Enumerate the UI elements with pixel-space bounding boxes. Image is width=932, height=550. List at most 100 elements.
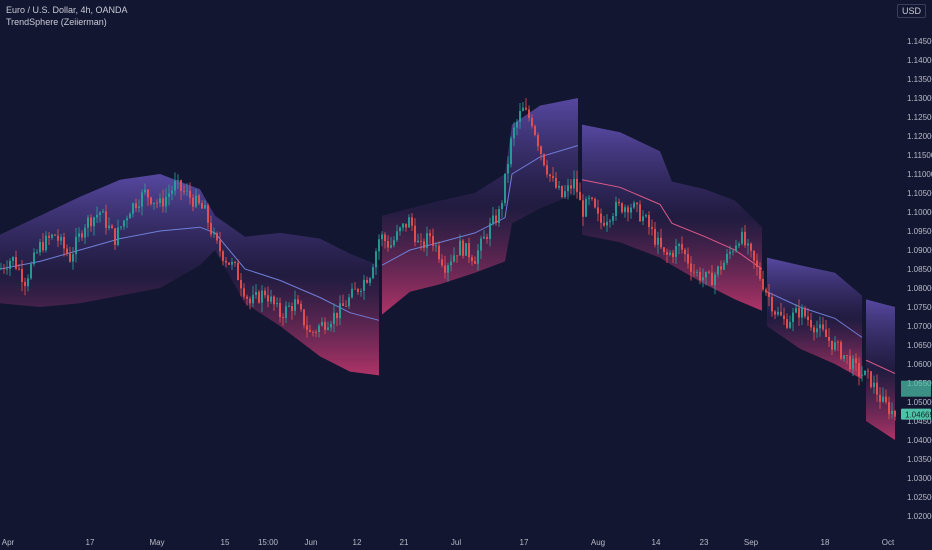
candle-body xyxy=(462,240,464,256)
candle-body xyxy=(39,242,41,253)
candle-body xyxy=(642,216,644,222)
candle-body xyxy=(279,303,281,318)
candle-body xyxy=(618,201,620,204)
candle-body xyxy=(633,202,635,208)
candle-body xyxy=(183,190,185,192)
candle-body xyxy=(480,238,482,251)
candle-body xyxy=(249,298,251,304)
candle-body xyxy=(390,245,392,248)
candle-body xyxy=(441,259,443,266)
candle-body xyxy=(129,213,131,219)
candle-body xyxy=(42,242,44,251)
y-tick-label: 1.07500 xyxy=(907,303,932,312)
currency-badge[interactable]: USD xyxy=(896,4,926,18)
candle-body xyxy=(45,235,47,251)
candle-body xyxy=(54,234,56,236)
countdown-badge xyxy=(901,380,931,397)
candle-body xyxy=(741,231,743,244)
y-tick-label: 1.12000 xyxy=(907,132,932,141)
candle-body xyxy=(672,252,674,257)
candle-body xyxy=(87,217,89,228)
candle-body xyxy=(213,233,215,235)
candle-body xyxy=(459,240,461,256)
x-tick-label: 18 xyxy=(821,538,830,547)
candle-body xyxy=(546,165,548,175)
candle-body xyxy=(486,236,488,239)
candle-body xyxy=(81,233,83,238)
candle-body xyxy=(654,228,656,245)
x-tick-label: 21 xyxy=(400,538,409,547)
candle-body xyxy=(186,190,188,192)
candle-body xyxy=(798,308,800,318)
candle-body xyxy=(867,370,869,372)
candle-body xyxy=(894,410,896,417)
candle-body xyxy=(372,267,374,279)
candle-body xyxy=(669,252,671,255)
candle-body xyxy=(66,248,68,254)
x-tick-label: Jun xyxy=(305,538,318,547)
candle-body xyxy=(210,222,212,235)
x-tick-label: May xyxy=(149,538,164,547)
candle-body xyxy=(6,268,8,270)
candle-body xyxy=(465,243,467,256)
x-tick-label: 23 xyxy=(700,538,709,547)
candle-body xyxy=(114,228,116,245)
candle-body xyxy=(735,245,737,252)
candle-body xyxy=(291,306,293,311)
candle-body xyxy=(516,121,518,128)
candle-body xyxy=(576,178,578,192)
candle-body xyxy=(519,110,521,122)
candle-body xyxy=(237,262,239,281)
candle-body xyxy=(687,254,689,264)
candle-body xyxy=(501,203,503,210)
candle-body xyxy=(15,256,17,269)
y-tick-label: 1.02500 xyxy=(907,493,932,502)
candle-body xyxy=(597,207,599,214)
candle-body xyxy=(375,251,377,268)
candle-body xyxy=(246,296,248,299)
candle-body xyxy=(36,252,38,254)
candle-body xyxy=(348,297,350,307)
candle-body xyxy=(57,235,59,241)
candle-body xyxy=(303,309,305,326)
candle-body xyxy=(861,375,863,377)
candle-body xyxy=(744,231,746,246)
candle-body xyxy=(585,198,587,217)
y-axis[interactable]: 1.14500 1.14000 1.13500 1.13000 1.12500 1.120… xyxy=(907,37,932,521)
candle-body xyxy=(768,292,770,297)
candle-body xyxy=(381,234,383,240)
candle-body xyxy=(126,218,128,221)
candle-body xyxy=(705,271,707,278)
candle-body xyxy=(51,234,53,238)
candle-body xyxy=(549,174,551,177)
candle-body xyxy=(690,263,692,272)
x-axis[interactable]: Apr 17 May 15 15:00 Jun 12 21 Jul 17 Aug 14 23 Sep 18 O… xyxy=(2,538,895,547)
candle-body xyxy=(525,107,527,110)
candle-body xyxy=(708,271,710,273)
candle-body xyxy=(591,197,593,199)
indicator-title[interactable]: TrendSphere (Zeiierman) xyxy=(6,17,107,27)
candle-body xyxy=(309,329,311,332)
candle-body xyxy=(111,225,113,229)
candle-body xyxy=(750,243,752,251)
candle-body xyxy=(447,265,449,273)
candle-body xyxy=(513,127,515,139)
candle-body xyxy=(471,257,473,262)
candle-body xyxy=(285,306,287,319)
x-tick-label: 14 xyxy=(652,538,661,547)
candle-body xyxy=(831,340,833,350)
candle-body xyxy=(288,306,290,307)
candle-body xyxy=(354,288,356,290)
candle-body xyxy=(204,205,206,209)
candle-body xyxy=(636,202,638,205)
candle-body xyxy=(357,289,359,292)
candle-body xyxy=(693,271,695,273)
candle-body xyxy=(261,290,263,303)
candle-body xyxy=(753,250,755,261)
last-price-badge xyxy=(901,408,931,420)
trend-band-segment xyxy=(582,124,762,311)
candle-body xyxy=(351,288,353,298)
symbol-title[interactable]: Euro / U.S. Dollar, 4h, OANDA xyxy=(6,5,128,15)
candle-body xyxy=(627,207,629,213)
